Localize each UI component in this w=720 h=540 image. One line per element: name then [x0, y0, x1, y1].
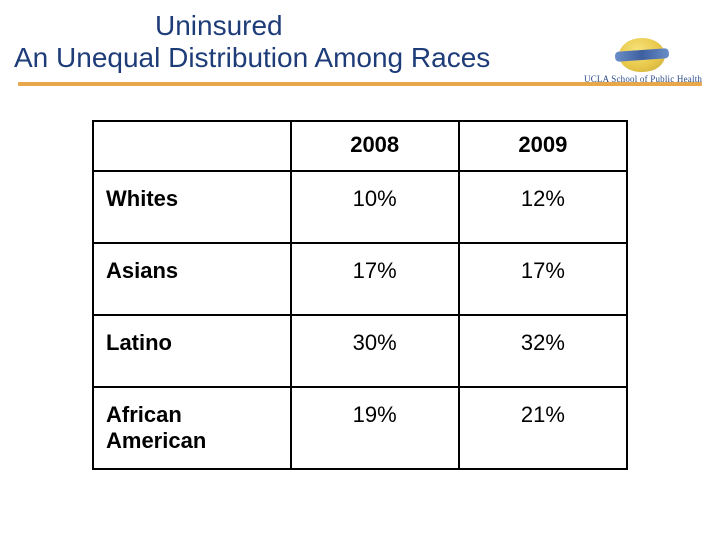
row-label: African American: [93, 387, 291, 469]
data-table-container: 2008 2009 Whites 10% 12% Asians 17% 17% …: [0, 86, 720, 470]
row-label: Asians: [93, 243, 291, 315]
row-label: Whites: [93, 171, 291, 243]
table-row: Whites 10% 12%: [93, 171, 627, 243]
table-row: African American 19% 21%: [93, 387, 627, 469]
cell-value: 12%: [459, 171, 627, 243]
globe-band-icon: [615, 48, 670, 62]
ucla-sph-logo: UCLA School of Public Health: [584, 38, 700, 102]
globe-icon: [619, 38, 665, 72]
column-header-2009: 2009: [459, 121, 627, 171]
uninsured-table: 2008 2009 Whites 10% 12% Asians 17% 17% …: [92, 120, 628, 470]
cell-value: 17%: [459, 243, 627, 315]
table-row: Asians 17% 17%: [93, 243, 627, 315]
cell-value: 30%: [291, 315, 459, 387]
column-header-2008: 2008: [291, 121, 459, 171]
cell-value: 17%: [291, 243, 459, 315]
cell-value: 19%: [291, 387, 459, 469]
cell-value: 32%: [459, 315, 627, 387]
cell-value: 21%: [459, 387, 627, 469]
logo-text: UCLA School of Public Health: [584, 74, 700, 84]
cell-value: 10%: [291, 171, 459, 243]
table-header-row: 2008 2009: [93, 121, 627, 171]
column-header-blank: [93, 121, 291, 171]
row-label: Latino: [93, 315, 291, 387]
table-row: Latino 30% 32%: [93, 315, 627, 387]
